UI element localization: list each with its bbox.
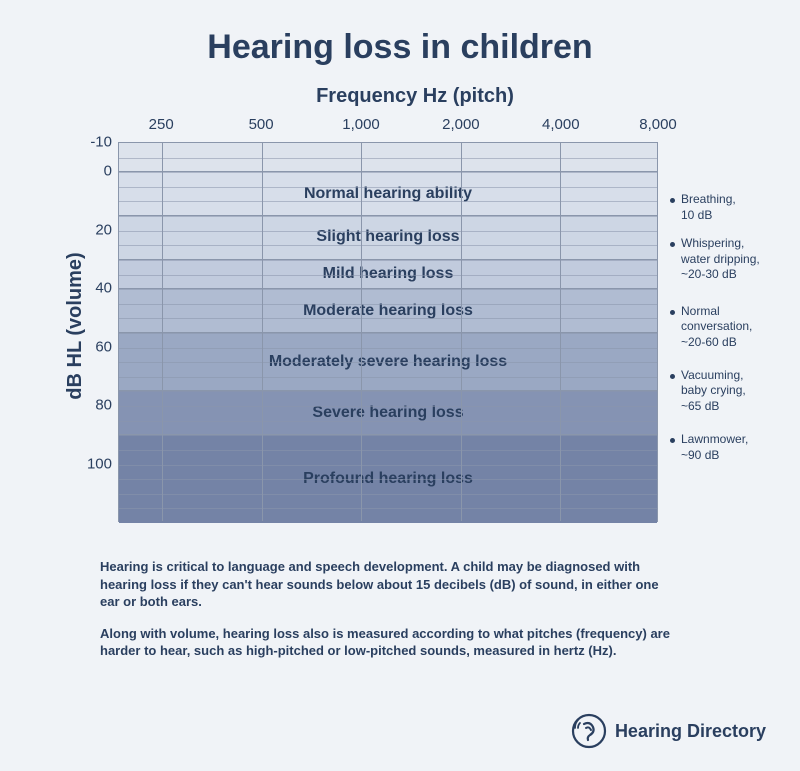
hearing-band: Severe hearing loss (119, 391, 657, 435)
bullet-icon (670, 374, 675, 379)
chart-area: dB HL (volume) 2505001,0002,0004,0008,00… (80, 116, 780, 536)
x-tick: 250 (149, 116, 174, 133)
hearing-band: Profound hearing loss (119, 435, 657, 523)
footer-text: Hearing is critical to language and spee… (100, 558, 680, 660)
sound-annotation: Whispering, water dripping, ~20-30 dB (670, 236, 800, 283)
sound-annotation: Lawnmower, ~90 dB (670, 432, 800, 463)
x-tick: 4,000 (542, 116, 580, 133)
y-ticks: -10020406080100 (80, 142, 118, 522)
annotation-text: Normal conversation, ~20-60 dB (681, 304, 752, 351)
y-tick: -10 (90, 134, 112, 151)
hearing-band: Normal hearing ability (119, 172, 657, 216)
chart-grid: Normal hearing abilitySlight hearing los… (118, 142, 658, 522)
x-ticks: 2505001,0002,0004,0008,000 (118, 116, 658, 142)
sound-annotation: Vacuuming, baby crying, ~65 dB (670, 368, 800, 415)
annotation-text: Breathing, 10 dB (681, 192, 736, 223)
brand-logo: Hearing Directory (571, 713, 766, 749)
footer-p2: Along with volume, hearing loss also is … (100, 625, 680, 660)
annotation-text: Whispering, water dripping, ~20-30 dB (681, 236, 760, 283)
infographic-container: Hearing loss in children Frequency Hz (p… (0, 0, 800, 771)
bullet-icon (670, 198, 675, 203)
bullet-icon (670, 242, 675, 247)
y-tick: 100 (87, 455, 112, 472)
annotation-text: Lawnmower, ~90 dB (681, 432, 748, 463)
bullet-icon (670, 438, 675, 443)
hearing-band (119, 143, 657, 172)
annotation-text: Vacuuming, baby crying, ~65 dB (681, 368, 746, 415)
x-tick: 2,000 (442, 116, 480, 133)
x-tick: 500 (249, 116, 274, 133)
hearing-band: Moderately severe hearing loss (119, 333, 657, 391)
y-tick: 80 (95, 397, 112, 414)
y-tick: 60 (95, 338, 112, 355)
page-title: Hearing loss in children (20, 28, 780, 67)
ear-icon (571, 713, 607, 749)
brand-logo-text: Hearing Directory (615, 721, 766, 742)
bullet-icon (670, 310, 675, 315)
footer-p1: Hearing is critical to language and spee… (100, 558, 680, 611)
sound-annotation: Normal conversation, ~20-60 dB (670, 304, 800, 351)
y-tick: 40 (95, 280, 112, 297)
x-tick: 8,000 (639, 116, 677, 133)
sound-annotation: Breathing, 10 dB (670, 192, 800, 223)
x-tick: 1,000 (342, 116, 380, 133)
y-tick: 20 (95, 221, 112, 238)
hearing-band: Moderate hearing loss (119, 289, 657, 333)
y-tick: 0 (104, 163, 112, 180)
x-axis-label: Frequency Hz (pitch) (50, 85, 780, 108)
hearing-band: Slight hearing loss (119, 216, 657, 260)
annotations: Breathing, 10 dB Whispering, water drippi… (670, 142, 800, 522)
hearing-band: Mild hearing loss (119, 260, 657, 289)
